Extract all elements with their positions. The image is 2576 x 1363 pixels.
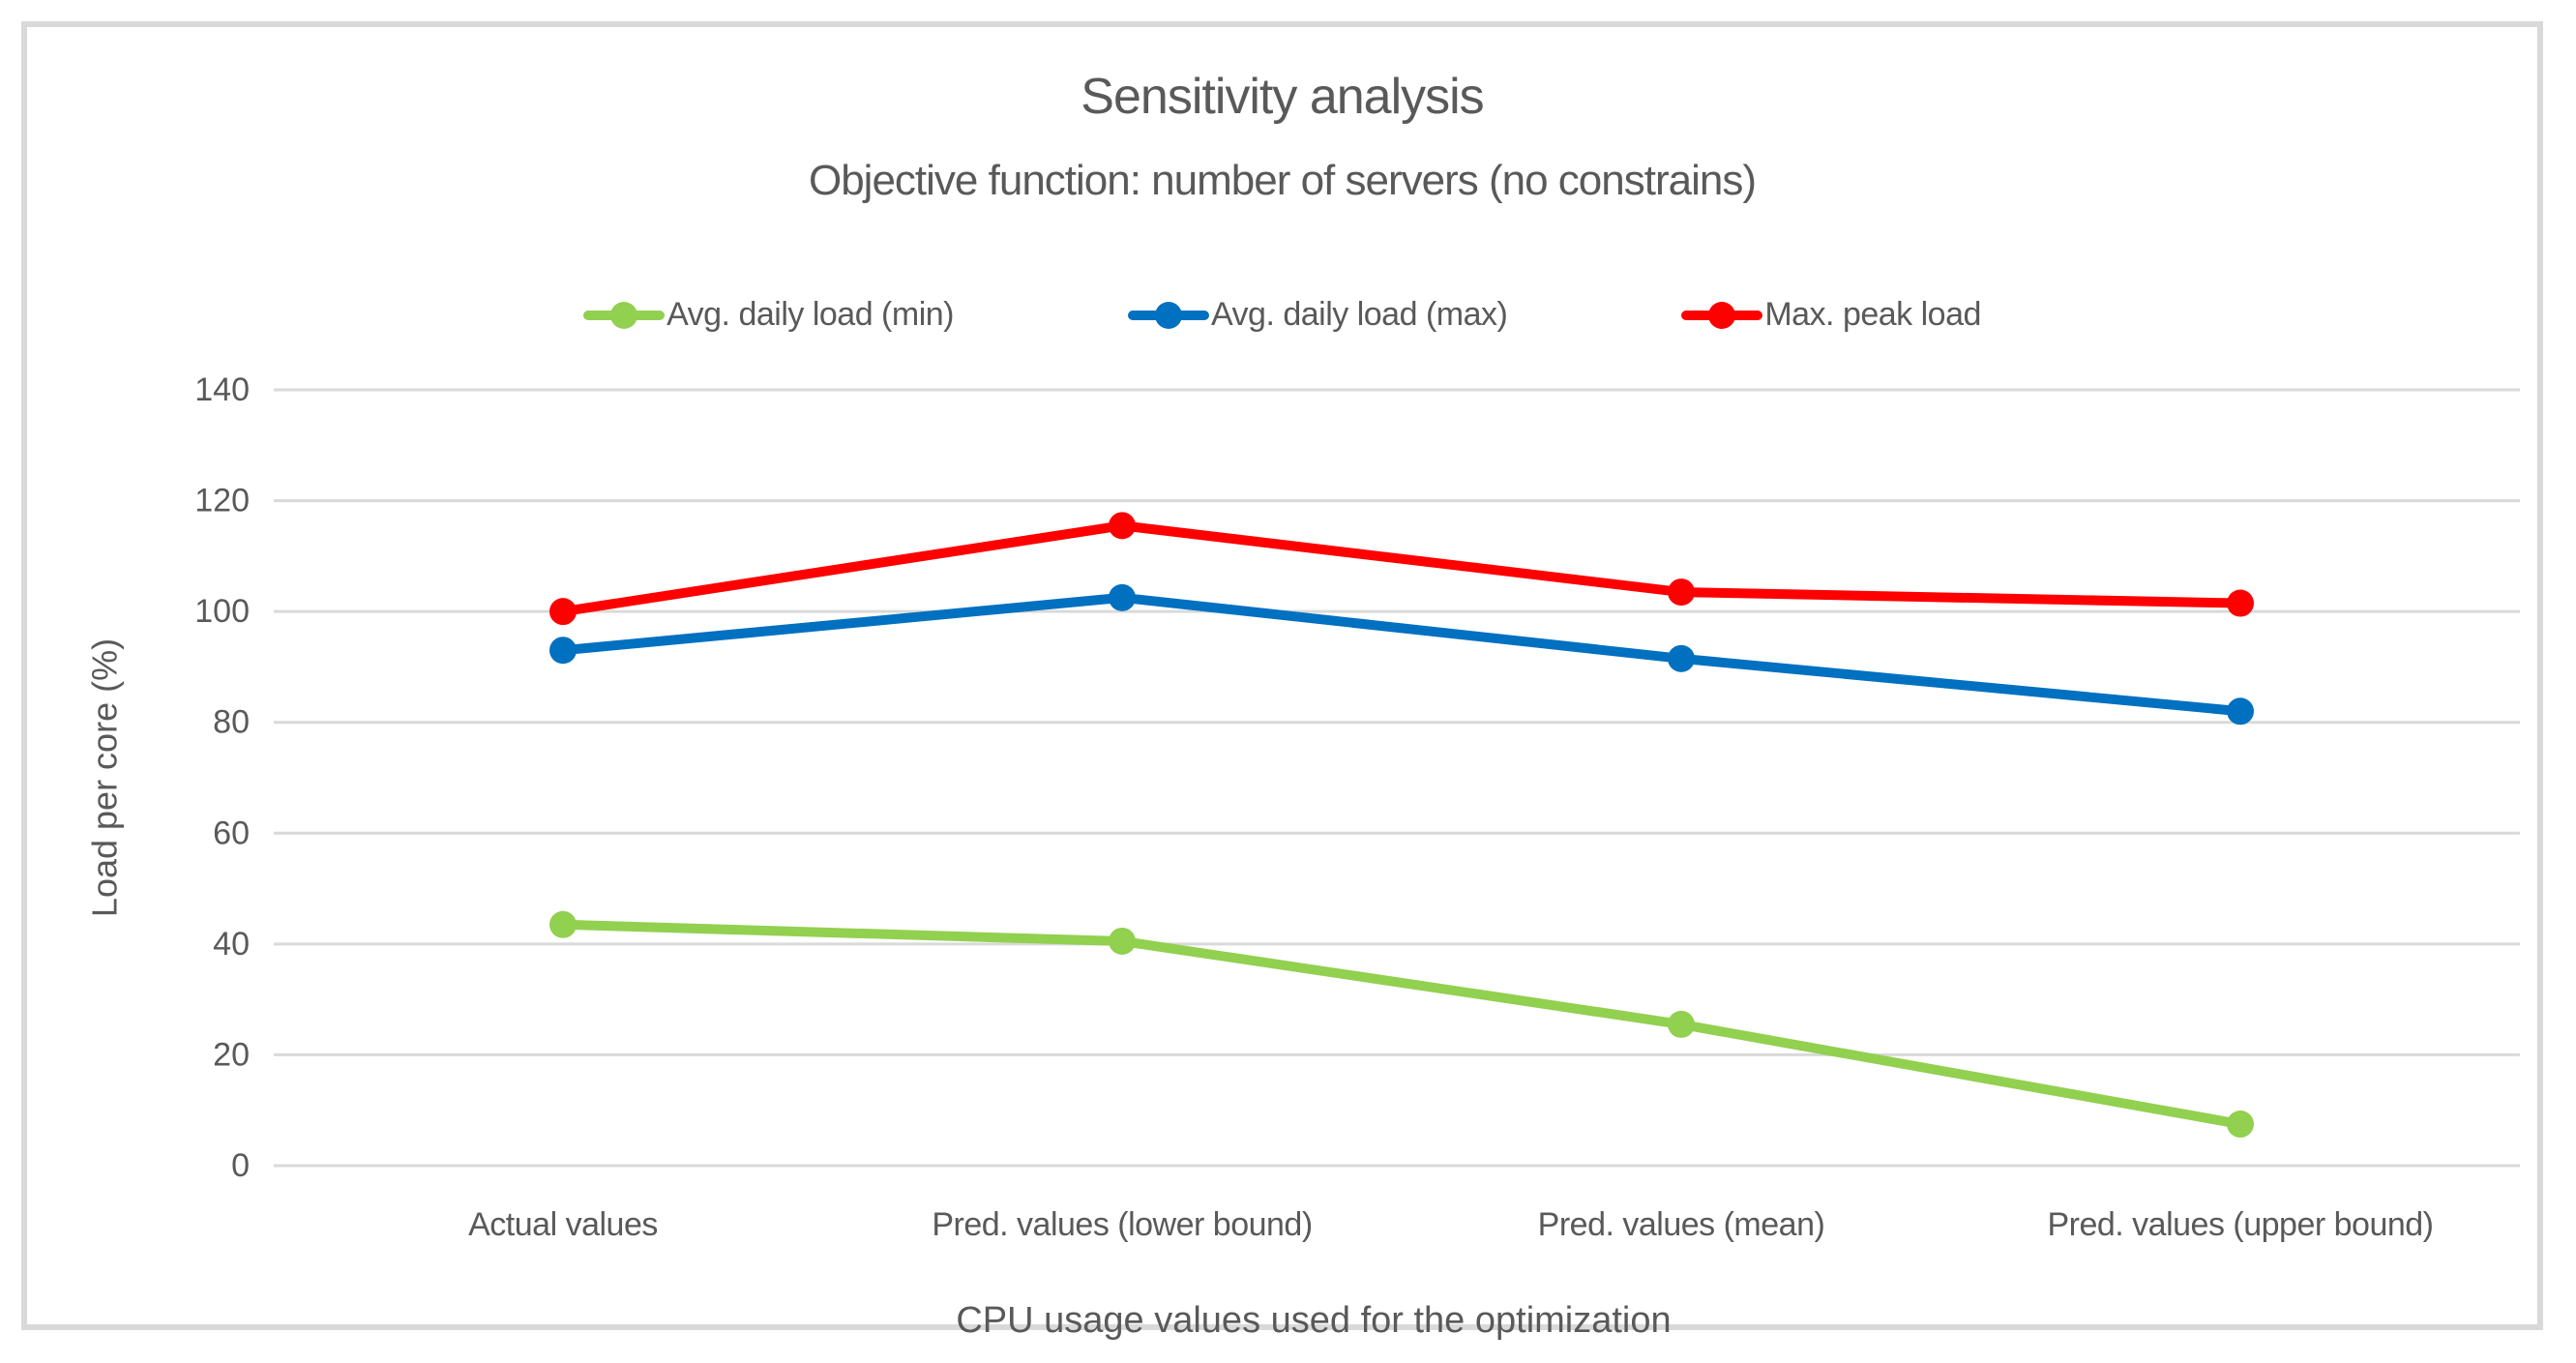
y-tick-label-80: 80 — [213, 704, 250, 741]
series-line-0 — [558, 919, 2245, 1130]
y-tick-label-120: 120 — [194, 483, 250, 519]
legend-item-1: Avg. daily load (max) — [1127, 296, 1508, 334]
y-tick-label-100: 100 — [194, 593, 250, 630]
data-point-1-0 — [549, 637, 577, 665]
series-line-1 — [558, 592, 2245, 717]
legend-label: Avg. daily load (max) — [1210, 296, 1508, 333]
chart-frame: Sensitivity analysis Objective function:… — [21, 21, 2543, 1341]
y-tick-label-140: 140 — [194, 371, 250, 408]
legend-label: Max. peak load — [1764, 296, 1981, 333]
data-point-2-1 — [1109, 512, 1136, 540]
chart-subtitle: Objective function: number of servers (n… — [808, 157, 1757, 204]
data-point-0-1 — [1109, 927, 1136, 955]
legend: Avg. daily load (min) Avg. daily load (ma… — [27, 296, 2537, 334]
data-point-0-3 — [2227, 1111, 2254, 1139]
y-tick-label-20: 20 — [213, 1036, 250, 1073]
data-point-1-3 — [2227, 697, 2254, 726]
legend-item-2: Max. peak load — [1681, 296, 1981, 334]
data-point-2-3 — [2227, 589, 2254, 617]
x-axis-title: CPU usage values used for the optimizati… — [956, 1300, 1671, 1341]
legend-marker-icon — [583, 301, 666, 330]
y-axis-title: Load per core (%) — [85, 638, 125, 917]
series-line-2 — [558, 520, 2245, 617]
legend-label: Avg. daily load (min) — [666, 296, 954, 333]
y-tick-label-60: 60 — [213, 815, 250, 851]
legend-marker-icon — [1681, 301, 1763, 330]
legend-item-0: Avg. daily load (min) — [583, 296, 954, 334]
data-point-2-0 — [549, 598, 577, 626]
x-category-label-3: Pred. values (upper bound) — [2047, 1206, 2433, 1243]
y-tick-label-40: 40 — [213, 926, 250, 963]
data-point-2-2 — [1668, 578, 1695, 607]
data-point-0-0 — [549, 910, 577, 938]
legend-marker-icon — [1127, 301, 1209, 330]
plot-area: 0 20 40 60 80 100 120 140 Load per core (%) Actua… — [85, 371, 2520, 1341]
data-point-0-2 — [1668, 1010, 1695, 1038]
data-point-1-1 — [1109, 583, 1136, 611]
x-category-label-2: Pred. values (mean) — [1538, 1206, 1825, 1243]
data-point-1-2 — [1668, 644, 1695, 672]
x-category-label-1: Pred. values (lower bound) — [932, 1206, 1312, 1243]
chart-title: Sensitivity analysis — [1081, 69, 1484, 125]
y-tick-label-0: 0 — [231, 1147, 250, 1184]
x-category-label-0: Actual values — [468, 1206, 658, 1243]
